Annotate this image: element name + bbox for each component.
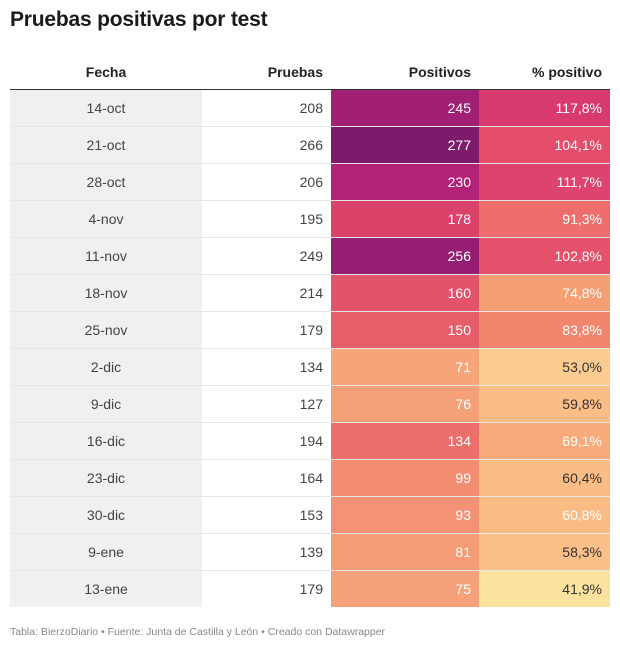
cell-fecha: 9-ene (10, 533, 202, 571)
table-row: 18-nov 214 160 74,8% (10, 274, 610, 312)
cell-positivos: 134 (331, 422, 479, 460)
cell-positivos: 81 (331, 533, 479, 571)
cell-pct-positivo: 83,8% (479, 311, 610, 349)
cell-pruebas: 127 (202, 385, 331, 423)
table-title: Pruebas positivas por test (10, 8, 268, 31)
cell-pct-positivo: 58,3% (479, 533, 610, 571)
cell-positivos: 76 (331, 385, 479, 423)
column-header-fecha[interactable]: Fecha (10, 54, 202, 90)
cell-positivos: 245 (331, 89, 479, 127)
cell-pct-positivo: 60,8% (479, 496, 610, 534)
cell-positivos: 71 (331, 348, 479, 386)
cell-fecha: 25-nov (10, 311, 202, 349)
cell-positivos: 99 (331, 459, 479, 497)
table-row: 16-dic 194 134 69,1% (10, 422, 610, 460)
table-row: 28-oct 206 230 111,7% (10, 163, 610, 201)
cell-fecha: 14-oct (10, 89, 202, 127)
cell-fecha: 4-nov (10, 200, 202, 238)
cell-pct-positivo: 41,9% (479, 570, 610, 607)
cell-pct-positivo: 53,0% (479, 348, 610, 386)
table-row: 30-dic 153 93 60,8% (10, 496, 610, 534)
table-row: 23-dic 164 99 60,4% (10, 459, 610, 497)
cell-positivos: 150 (331, 311, 479, 349)
cell-pct-positivo: 60,4% (479, 459, 610, 497)
cell-fecha: 2-dic (10, 348, 202, 386)
cell-fecha: 9-dic (10, 385, 202, 423)
cell-pruebas: 139 (202, 533, 331, 571)
cell-pruebas: 214 (202, 274, 331, 312)
table-row: 25-nov 179 150 83,8% (10, 311, 610, 349)
cell-pct-positivo: 111,7% (479, 163, 610, 201)
cell-pruebas: 179 (202, 311, 331, 349)
cell-positivos: 256 (331, 237, 479, 275)
cell-pruebas: 208 (202, 89, 331, 127)
cell-fecha: 21-oct (10, 126, 202, 164)
cell-pct-positivo: 102,8% (479, 237, 610, 275)
cell-positivos: 75 (331, 570, 479, 607)
cell-fecha: 13-ene (10, 570, 202, 607)
cell-positivos: 178 (331, 200, 479, 238)
cell-pruebas: 194 (202, 422, 331, 460)
table-row: 14-oct 208 245 117,8% (10, 89, 610, 127)
cell-positivos: 277 (331, 126, 479, 164)
cell-positivos: 160 (331, 274, 479, 312)
table-row: 9-dic 127 76 59,8% (10, 385, 610, 423)
column-header-pruebas[interactable]: Pruebas (202, 54, 331, 90)
cell-pruebas: 266 (202, 126, 331, 164)
cell-pct-positivo: 59,8% (479, 385, 610, 423)
cell-pruebas: 153 (202, 496, 331, 534)
column-header-pct-positivo[interactable]: % positivo (479, 54, 610, 90)
cell-pruebas: 206 (202, 163, 331, 201)
cell-fecha: 16-dic (10, 422, 202, 460)
cell-pct-positivo: 91,3% (479, 200, 610, 238)
table-row: 11-nov 249 256 102,8% (10, 237, 610, 275)
cell-pct-positivo: 74,8% (479, 274, 610, 312)
cell-fecha: 11-nov (10, 237, 202, 275)
cell-pruebas: 249 (202, 237, 331, 275)
table-row: 9-ene 139 81 58,3% (10, 533, 610, 571)
table-row: 2-dic 134 71 53,0% (10, 348, 610, 386)
table-row: 21-oct 266 277 104,1% (10, 126, 610, 164)
cell-pruebas: 164 (202, 459, 331, 497)
cell-pct-positivo: 104,1% (479, 126, 610, 164)
cell-pruebas: 179 (299, 581, 323, 597)
cell-pct-positivo: 69,1% (479, 422, 610, 460)
table-body: 14-oct 208 245 117,8% 21-oct 266 277 104,1% 28-o… (10, 89, 610, 607)
table-row: 4-nov 195 178 91,3% (10, 200, 610, 238)
cell-pruebas: 134 (202, 348, 331, 386)
source-footer: Tabla: BierzoDiario • Fuente: Junta de C… (10, 626, 386, 638)
cell-pct-positivo: 117,8% (479, 89, 610, 127)
cell-positivos: 230 (331, 163, 479, 201)
cell-fecha: 18-nov (10, 274, 202, 312)
cell-positivos: 93 (331, 496, 479, 534)
table-row: 13-ene 179 75 41,9% (10, 570, 610, 607)
cell-fecha: 28-oct (10, 163, 202, 201)
header-row: Fecha Pruebas Positivos % positivo (10, 54, 610, 90)
cell-fecha: 23-dic (10, 459, 202, 497)
data-table: Fecha Pruebas Positivos % positivo 14-oc… (10, 54, 610, 607)
column-header-positivos[interactable]: Positivos (331, 54, 479, 90)
cell-pruebas: 195 (202, 200, 331, 238)
cell-fecha: 30-dic (10, 496, 202, 534)
